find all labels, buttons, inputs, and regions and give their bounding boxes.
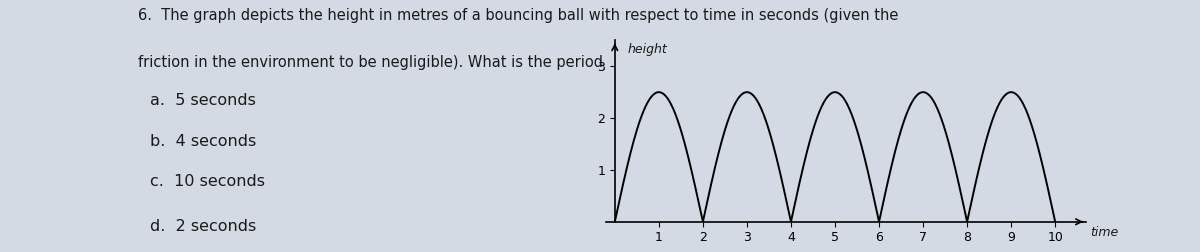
Text: d.  2 seconds: d. 2 seconds — [150, 219, 257, 234]
Text: friction in the environment to be negligible). What is the period of the graph?: friction in the environment to be neglig… — [138, 55, 706, 71]
Text: height: height — [628, 43, 667, 56]
Text: 6.  The graph depicts the height in metres of a bouncing ball with respect to ti: 6. The graph depicts the height in metre… — [138, 8, 899, 23]
Text: b.  4 seconds: b. 4 seconds — [150, 134, 257, 149]
Text: c.  10 seconds: c. 10 seconds — [150, 174, 265, 189]
Text: a.  5 seconds: a. 5 seconds — [150, 93, 256, 108]
Text: time: time — [1091, 226, 1118, 239]
